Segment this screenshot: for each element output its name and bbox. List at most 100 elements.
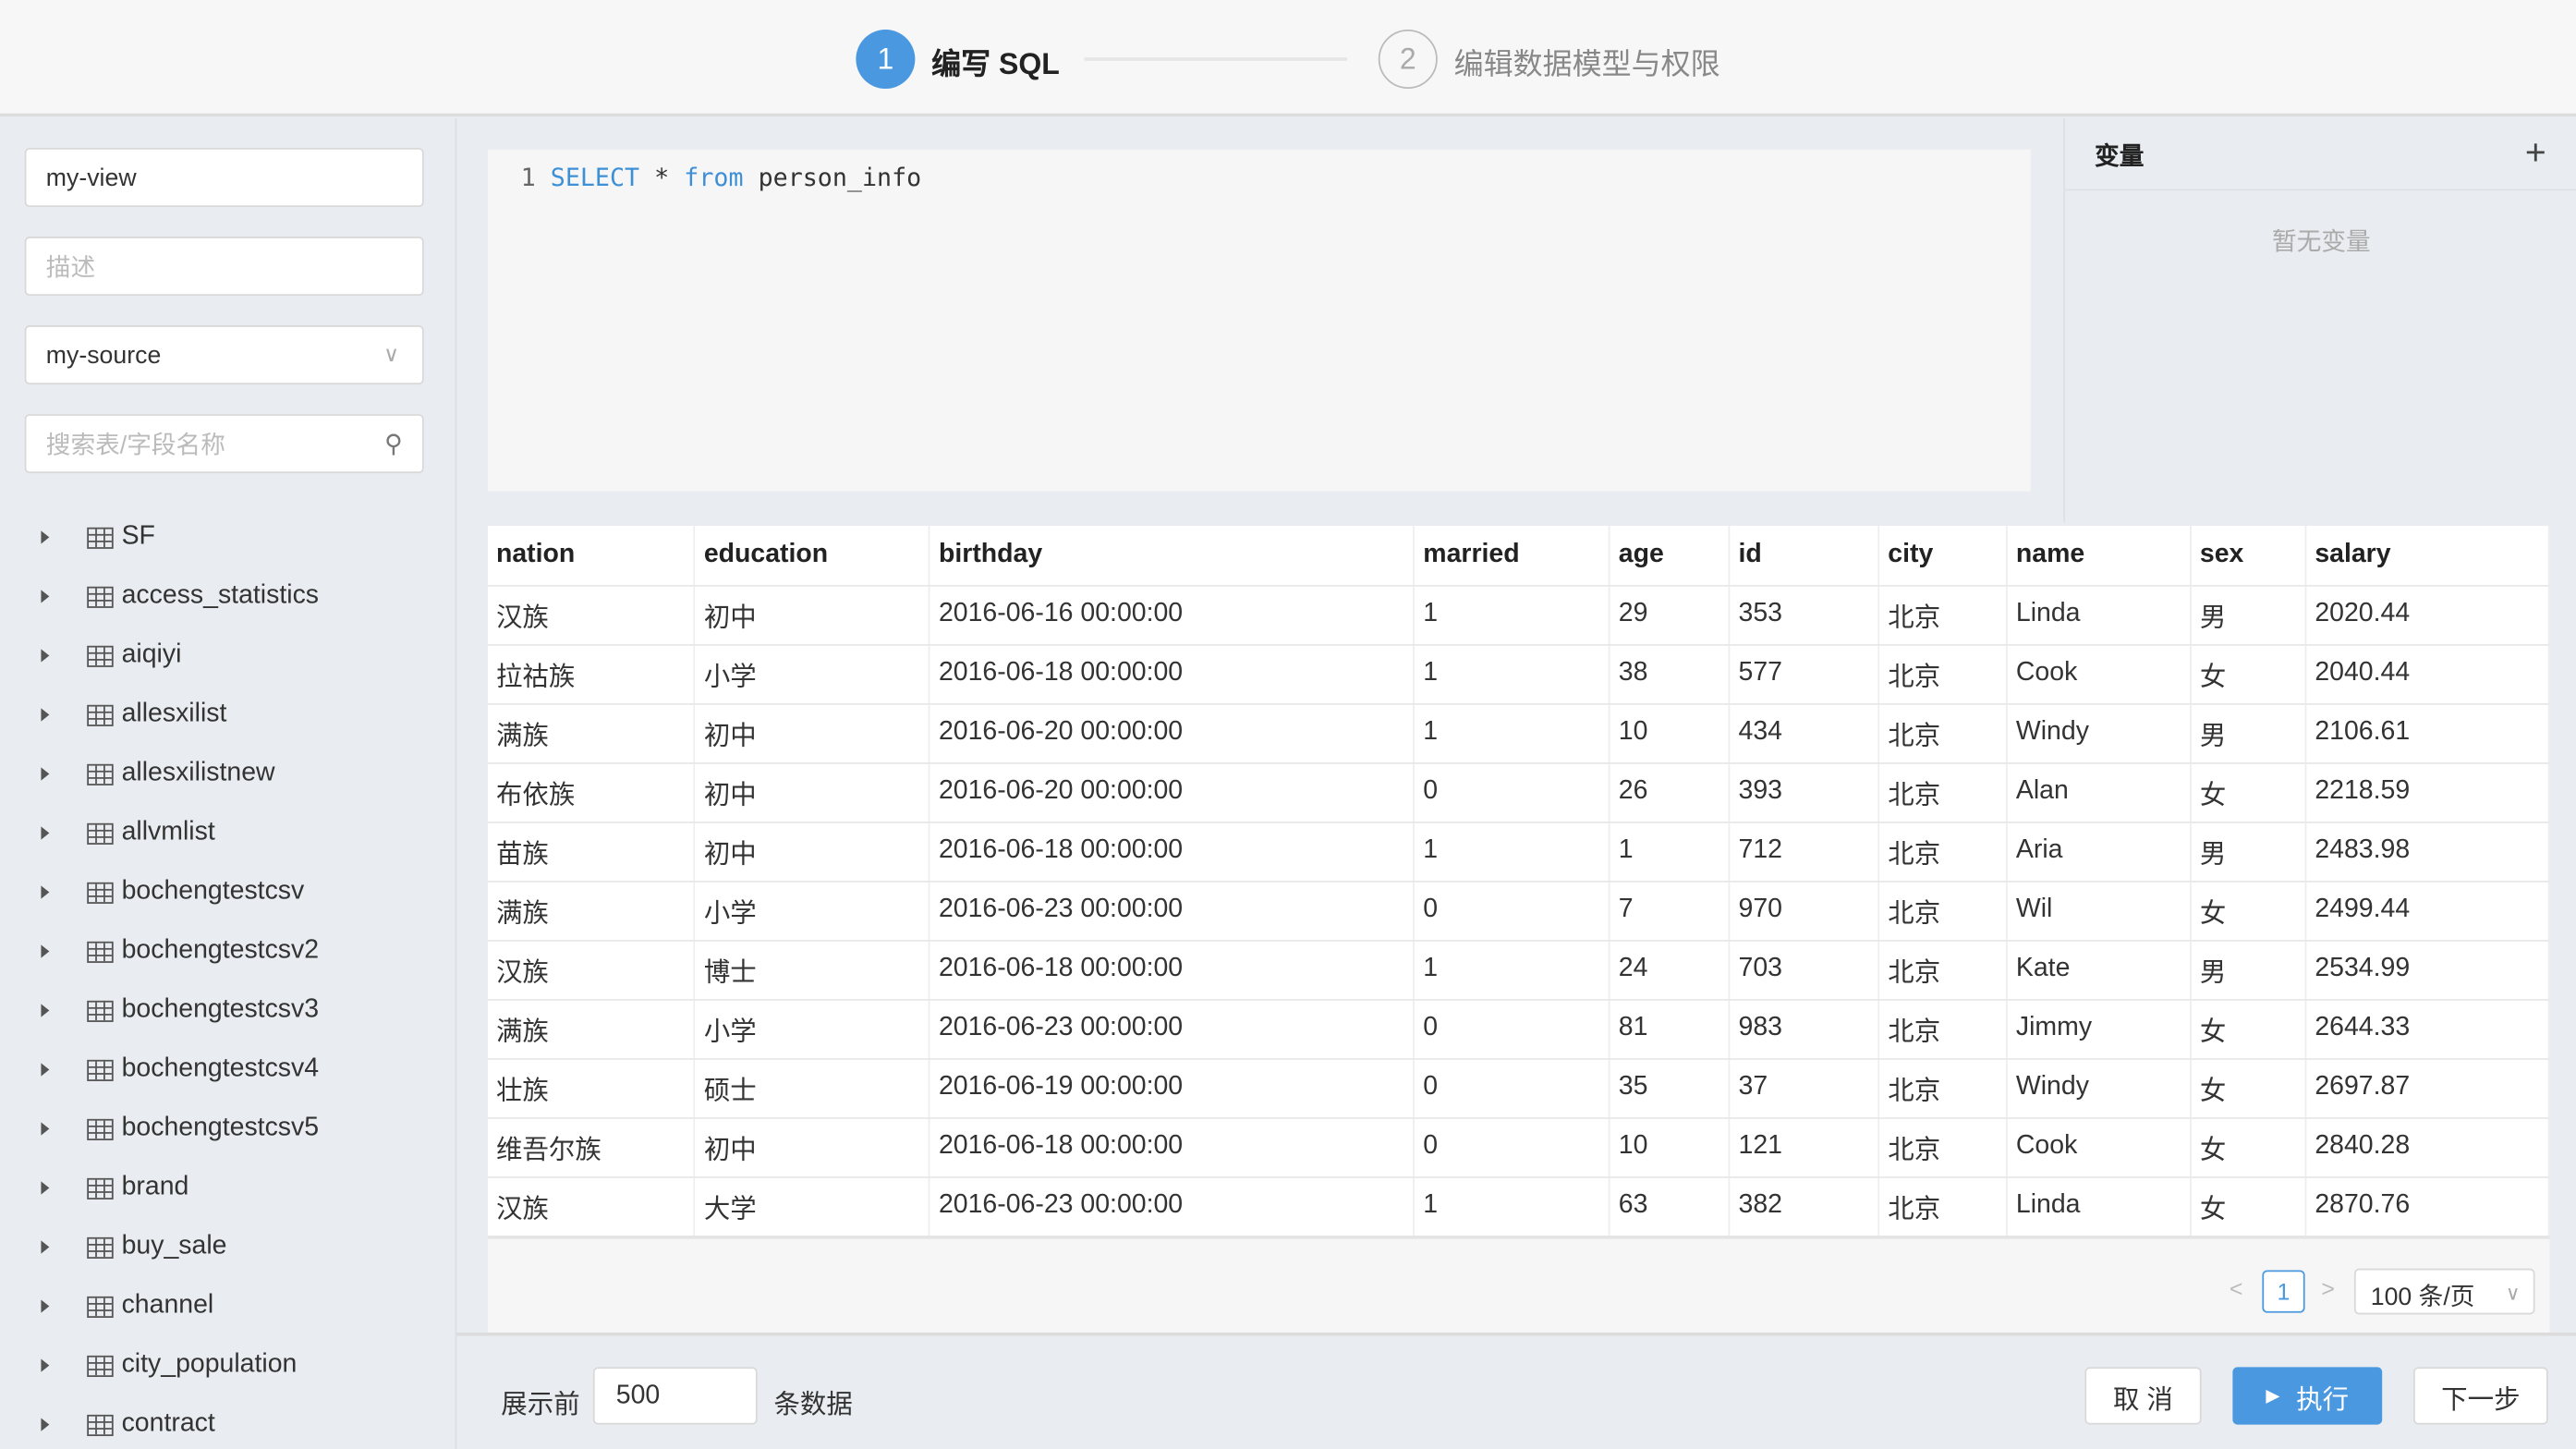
expand-caret-icon[interactable] bbox=[41, 826, 50, 840]
column-header-sex[interactable]: sex bbox=[2191, 525, 2307, 586]
source-select[interactable]: my-source ∨ bbox=[24, 325, 424, 385]
cell-education: 初中 bbox=[695, 703, 931, 763]
description-input[interactable]: 描述 bbox=[24, 237, 424, 297]
variables-panel: 变量 + 暂无变量 bbox=[2063, 118, 2576, 523]
column-header-married[interactable]: married bbox=[1414, 525, 1610, 586]
cell-education: 博士 bbox=[695, 940, 931, 1000]
expand-caret-icon[interactable] bbox=[41, 885, 50, 899]
cell-married: 0 bbox=[1414, 1058, 1610, 1118]
limit-prefix: 展示前 bbox=[501, 1392, 580, 1420]
cell-id: 577 bbox=[1729, 643, 1880, 704]
cell-married: 1 bbox=[1414, 940, 1610, 1000]
empty-variables: 暂无变量 bbox=[2272, 228, 2371, 257]
tree-item-table[interactable]: bochengtestcsv4 bbox=[0, 1041, 456, 1100]
table-header-row: nation education birthday married age id city n… bbox=[488, 525, 2550, 586]
column-header-city[interactable]: city bbox=[1878, 525, 2008, 586]
tree-item-table[interactable]: contract bbox=[0, 1395, 456, 1449]
cell-birthday: 2016-06-16 00:00:00 bbox=[930, 584, 1416, 645]
expand-caret-icon[interactable] bbox=[41, 1122, 50, 1136]
cell-birthday: 2016-06-20 00:00:00 bbox=[930, 762, 1416, 822]
expand-caret-icon[interactable] bbox=[41, 944, 50, 958]
tree-item-table[interactable]: access_statistics bbox=[0, 566, 456, 626]
expand-caret-icon[interactable] bbox=[41, 708, 50, 722]
expand-caret-icon[interactable] bbox=[41, 1358, 50, 1372]
tree-item-table[interactable]: city_population bbox=[0, 1336, 456, 1395]
play-icon: ▶ bbox=[2266, 1386, 2280, 1407]
cell-salary: 2106.61 bbox=[2305, 703, 2550, 763]
tree-item-table[interactable]: allvmlist bbox=[0, 803, 456, 862]
tree-item-table[interactable]: allesxilist bbox=[0, 685, 456, 744]
expand-caret-icon[interactable] bbox=[41, 530, 50, 544]
column-header-nation[interactable]: nation bbox=[488, 525, 696, 586]
expand-caret-icon[interactable] bbox=[41, 1004, 50, 1017]
step-1-circle: 1 bbox=[856, 30, 916, 90]
cell-age: 35 bbox=[1609, 1058, 1731, 1118]
chevron-down-icon: ∨ bbox=[2505, 1281, 2521, 1305]
cell-id: 353 bbox=[1729, 584, 1880, 645]
cell-education: 硕士 bbox=[695, 1058, 931, 1118]
expand-caret-icon[interactable] bbox=[41, 1299, 50, 1313]
source-value: my-source bbox=[45, 340, 162, 370]
column-header-name[interactable]: name bbox=[2007, 525, 2193, 586]
cell-id: 983 bbox=[1729, 999, 1880, 1059]
cell-city: 北京 bbox=[1878, 643, 2008, 704]
cell-education: 初中 bbox=[695, 1117, 931, 1177]
cell-city: 北京 bbox=[1878, 999, 2008, 1059]
expand-caret-icon[interactable] bbox=[41, 649, 50, 663]
cell-sex: 女 bbox=[2191, 762, 2307, 822]
tree-item-table[interactable]: bochengtestcsv3 bbox=[0, 981, 456, 1041]
tree-item-table[interactable]: bochengtestcsv2 bbox=[0, 921, 456, 980]
cell-nation: 满族 bbox=[488, 881, 696, 941]
tree-item-table[interactable]: brand bbox=[0, 1159, 456, 1218]
cell-sex: 男 bbox=[2191, 822, 2307, 882]
add-variable-icon[interactable]: + bbox=[2524, 131, 2546, 173]
cell-age: 10 bbox=[1609, 1117, 1731, 1177]
limit-suffix: 条数据 bbox=[773, 1392, 853, 1420]
expand-caret-icon[interactable] bbox=[41, 1240, 50, 1254]
cell-name: Alan bbox=[2007, 762, 2193, 822]
column-header-education[interactable]: education bbox=[695, 525, 931, 586]
run-button[interactable]: ▶ 执行 bbox=[2232, 1367, 2383, 1425]
tree-item-table[interactable]: SF bbox=[0, 507, 456, 566]
expand-caret-icon[interactable] bbox=[41, 1181, 50, 1195]
cell-sex: 女 bbox=[2191, 881, 2307, 941]
tree-item-table[interactable]: bochengtestcsv5 bbox=[0, 1100, 456, 1159]
table-row: 汉族 大学 2016-06-23 00:00:00 1 63 382 北京 Linda 女 287… bbox=[488, 1176, 2550, 1236]
cell-nation: 汉族 bbox=[488, 1176, 696, 1236]
limit-input[interactable]: 500 bbox=[592, 1367, 758, 1425]
next-step-button[interactable]: 下一步 bbox=[2412, 1367, 2548, 1425]
column-header-id[interactable]: id bbox=[1729, 525, 1880, 586]
cell-nation: 壮族 bbox=[488, 1058, 696, 1118]
cell-id: 712 bbox=[1729, 822, 1880, 882]
column-header-salary[interactable]: salary bbox=[2305, 525, 2550, 586]
expand-caret-icon[interactable] bbox=[41, 1063, 50, 1077]
search-input[interactable]: 搜索表/字段名称 ⚲ bbox=[24, 414, 424, 474]
cell-city: 北京 bbox=[1878, 584, 2008, 645]
table-row: 拉祜族 小学 2016-06-18 00:00:00 1 38 577 北京 Cook 女 204… bbox=[488, 643, 2550, 704]
tree-item-table[interactable]: channel bbox=[0, 1277, 456, 1336]
table-icon bbox=[87, 762, 114, 785]
cell-salary: 2644.33 bbox=[2305, 999, 2550, 1059]
cell-age: 1 bbox=[1609, 822, 1731, 882]
column-header-birthday[interactable]: birthday bbox=[930, 525, 1416, 586]
table-icon bbox=[87, 526, 114, 548]
prev-page-icon[interactable]: < bbox=[2229, 1274, 2243, 1302]
column-header-age[interactable]: age bbox=[1609, 525, 1731, 586]
tree-item-table[interactable]: buy_sale bbox=[0, 1218, 456, 1277]
view-name-input[interactable]: my-view bbox=[24, 148, 424, 208]
sql-editor[interactable]: 1 SELECT * from person_info bbox=[488, 149, 2031, 492]
tree-item-table[interactable]: bochengtestcsv bbox=[0, 862, 456, 921]
tree-item-table[interactable]: aiqiyi bbox=[0, 626, 456, 685]
page-size-select[interactable]: 100 条/页 ∨ bbox=[2353, 1268, 2535, 1315]
cell-birthday: 2016-06-18 00:00:00 bbox=[930, 940, 1416, 1000]
next-page-icon[interactable]: > bbox=[2321, 1274, 2335, 1302]
cell-married: 0 bbox=[1414, 762, 1610, 822]
cell-nation: 满族 bbox=[488, 999, 696, 1059]
cell-name: Cook bbox=[2007, 1117, 2193, 1177]
tree-item-table[interactable]: allesxilistnew bbox=[0, 744, 456, 803]
page-1-button[interactable]: 1 bbox=[2262, 1270, 2305, 1313]
expand-caret-icon[interactable] bbox=[41, 1418, 50, 1431]
expand-caret-icon[interactable] bbox=[41, 590, 50, 603]
expand-caret-icon[interactable] bbox=[41, 767, 50, 781]
cancel-button[interactable]: 取 消 bbox=[2084, 1367, 2202, 1425]
